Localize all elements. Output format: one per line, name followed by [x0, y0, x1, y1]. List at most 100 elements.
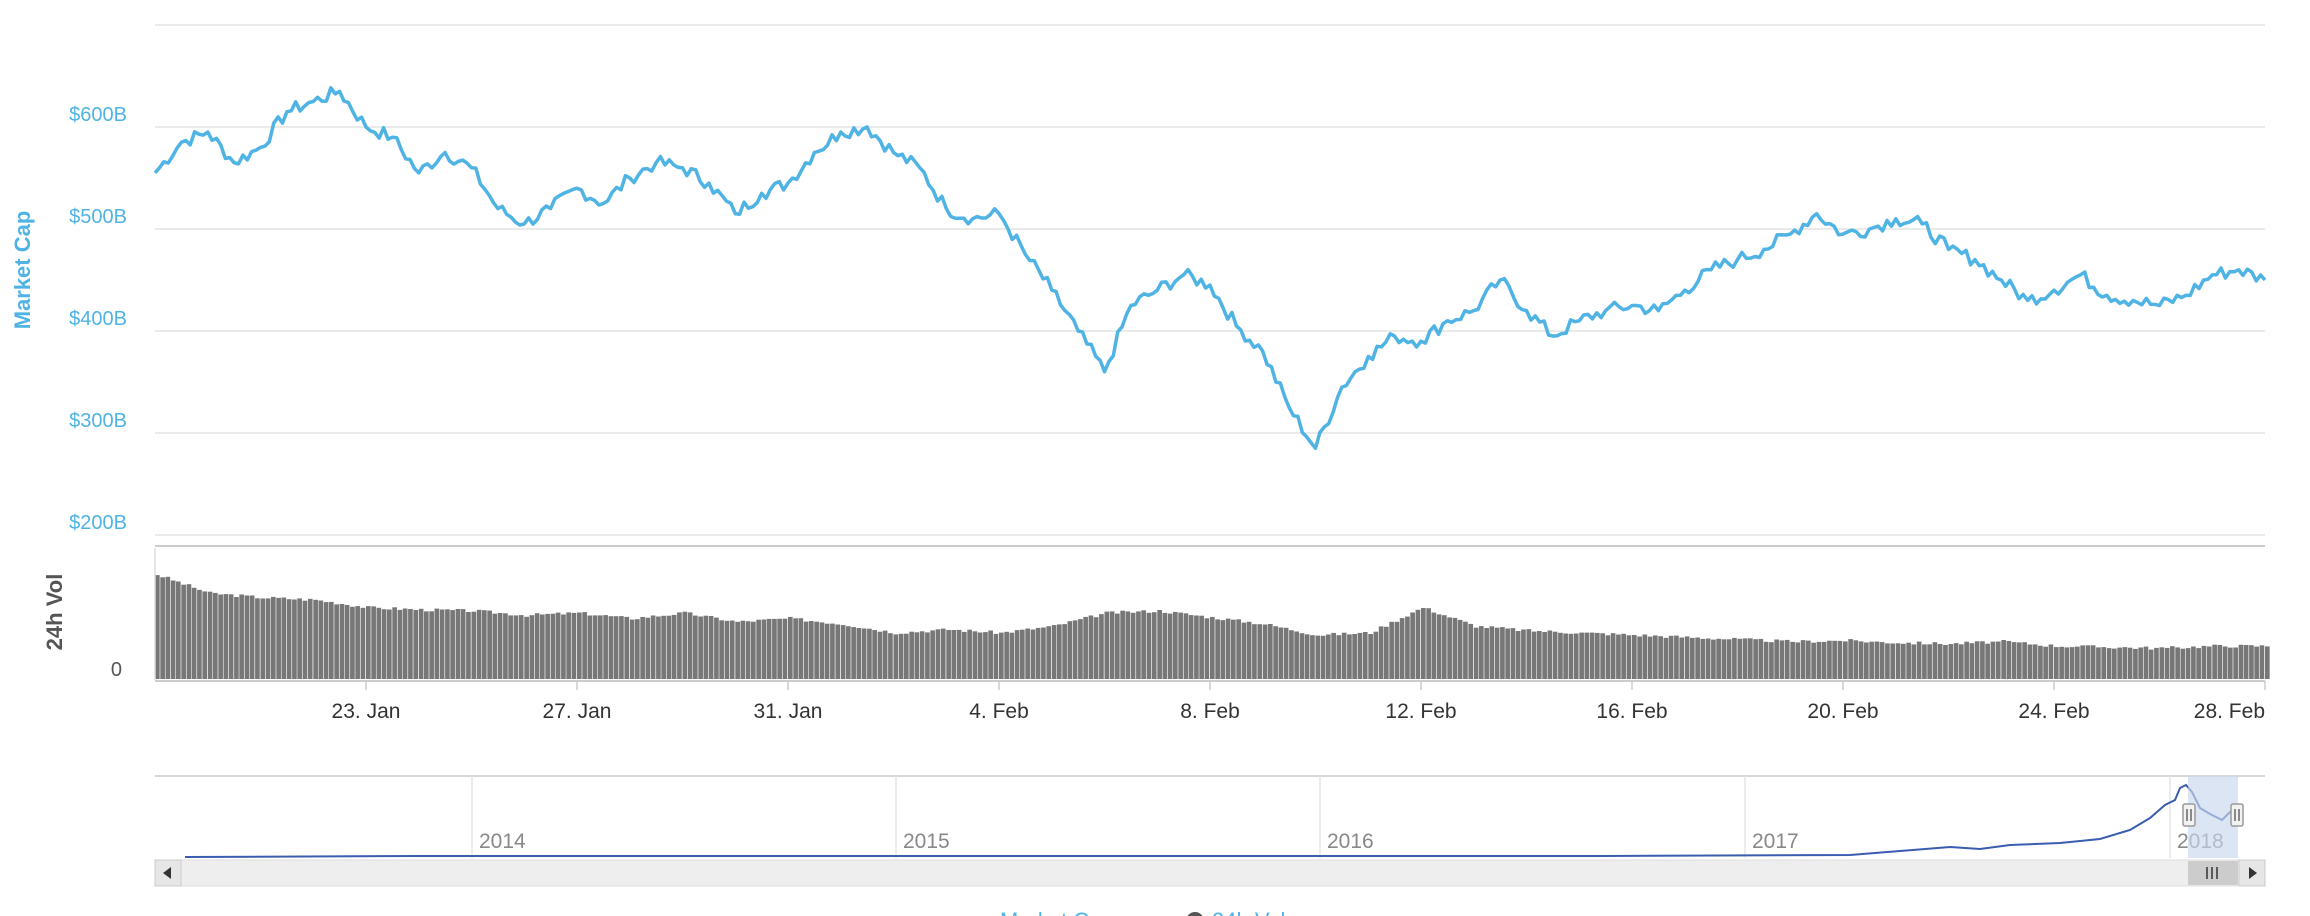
volume-bar [793, 618, 798, 679]
volume-bar [566, 612, 571, 679]
volume-bar [497, 613, 503, 679]
volume-bar [856, 628, 862, 679]
navigator-selected-range[interactable] [2188, 776, 2238, 858]
navigator-year-label: 2014 [479, 830, 526, 853]
volume-bar [1072, 620, 1078, 679]
volume-bar [835, 624, 841, 679]
volume-bar [1484, 628, 1489, 679]
x-tick-label: 27. Jan [543, 700, 612, 723]
volume-bar [323, 602, 329, 679]
volume-bar [518, 615, 524, 679]
volume-bar [1125, 611, 1131, 679]
volume-bar [1515, 631, 1521, 679]
volume-bar [2148, 649, 2154, 679]
volume-bar [1869, 641, 1874, 679]
volume-bar [703, 615, 709, 679]
scrollbar-thumb[interactable] [2188, 861, 2238, 885]
volume-bar [2085, 645, 2091, 679]
volume-bar [983, 632, 988, 679]
volume-bar [777, 618, 782, 679]
volume-bar [1500, 627, 1505, 679]
volume-bar [2022, 642, 2027, 679]
volume-bar [1679, 637, 1685, 679]
navigator-background [155, 776, 2265, 858]
volume-bar [2106, 648, 2112, 679]
volume-bar [2196, 648, 2201, 679]
volume-bar [529, 615, 535, 679]
volume-bar [1051, 625, 1057, 679]
volume-bar [1283, 627, 1289, 679]
volume-bar [1436, 614, 1442, 679]
market-cap-tick-label: $300B [69, 410, 127, 432]
volume-bar [2043, 646, 2048, 679]
volume-bar [281, 597, 287, 679]
x-tick-label: 16. Feb [1596, 700, 1667, 723]
volume-bar [1843, 641, 1848, 679]
navigator[interactable]: 20142015201620172018 [155, 775, 2265, 858]
volume-bar [1816, 641, 1822, 679]
volume-bar [582, 612, 587, 679]
volume-bar [1215, 619, 1220, 679]
volume-bar [1289, 630, 1294, 679]
legend-item-market-cap[interactable]: Market Cap [1000, 908, 1114, 916]
volume-bar [2175, 647, 2180, 679]
volume-bar [1252, 624, 1257, 679]
volume-bar [1457, 619, 1463, 679]
volume-bar [645, 617, 651, 679]
volume-bar [624, 616, 630, 679]
volume-bar [1389, 621, 1394, 679]
volume-bar [782, 618, 788, 679]
legend-item-24h-vol[interactable]: 24h Vol [1186, 908, 1285, 916]
volume-bar [2180, 648, 2186, 679]
legend: Market Cap 24h Vol [1000, 908, 1285, 916]
volume-bar [2233, 647, 2238, 679]
volume-bar [872, 630, 877, 679]
volume-bar [935, 629, 941, 679]
volume-bar [307, 598, 313, 679]
volume-bar [191, 587, 197, 679]
volume-bar [1901, 643, 1906, 679]
volume-bar [1399, 618, 1405, 679]
volume-bar [350, 606, 355, 679]
volume-bar [946, 630, 951, 679]
volume-bar [788, 616, 793, 679]
volume-bar [1595, 632, 1600, 679]
volume-bar [925, 632, 930, 679]
volume-bar [2238, 644, 2244, 679]
volume-bar [249, 595, 255, 679]
volume-bar [999, 632, 1004, 679]
volume-bar [909, 631, 914, 679]
volume-bar [1668, 635, 1674, 679]
volume-bar [339, 604, 345, 679]
navigator-left-handle[interactable] [2182, 803, 2196, 827]
volume-bar [1526, 629, 1532, 679]
navigator-right-handle[interactable] [2230, 803, 2244, 827]
volume-bar [772, 618, 777, 679]
scrollbar[interactable] [154, 859, 2266, 887]
volume-bar [429, 611, 434, 679]
volume-bar [1916, 641, 1922, 679]
volume-bar [1057, 624, 1062, 679]
volume-bar [1874, 641, 1880, 679]
volume-bar [1885, 643, 1890, 679]
volume-bar [677, 612, 682, 679]
volume-bar [392, 607, 397, 679]
volume-bar [1046, 626, 1052, 679]
volume-bar [2185, 648, 2191, 679]
volume-bar [376, 607, 382, 679]
volume-bar [809, 621, 814, 679]
volume-bar [513, 615, 519, 679]
x-axis-ticks: 23. Jan 27. Jan 31. Jan 4. Feb 8. Feb 12. Feb… [332, 681, 2266, 723]
volume-bar [1093, 617, 1099, 679]
volume-bar [408, 609, 413, 679]
volume-bar [450, 610, 455, 679]
volume-bar [1220, 620, 1226, 679]
scrollbar-track[interactable] [154, 859, 2266, 887]
market-cap-tick-label: $500B [69, 206, 127, 228]
volume-bar [1146, 612, 1152, 679]
volume-bar [640, 617, 645, 679]
volume-bar [1616, 634, 1621, 679]
volume-bar [1705, 638, 1711, 679]
volume-bar [1510, 628, 1516, 679]
volume-bar [2122, 647, 2128, 679]
